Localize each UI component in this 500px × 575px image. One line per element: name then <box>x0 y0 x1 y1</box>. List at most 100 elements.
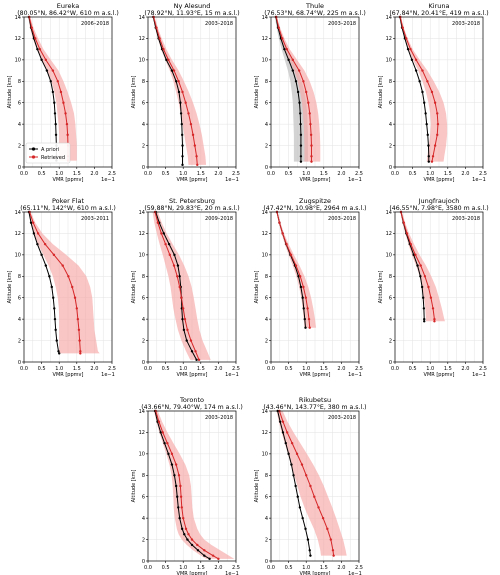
apriori-point <box>53 307 56 310</box>
period-label: 2003–2018 <box>328 415 356 421</box>
apriori-point <box>284 441 287 445</box>
x-tick-label: 1.0 <box>302 565 310 571</box>
retrieved-point <box>409 47 412 51</box>
retrieved-point <box>158 37 161 40</box>
chart-panel-thule: 0.0 0.5 1.0 1.5 2.0 2.5 0 2 4 6 8 10 12 14 Thule(76.53… <box>254 2 366 183</box>
y-tick-label: 6 <box>18 296 21 302</box>
retrieved-line <box>276 211 311 328</box>
x-tick-label: 0.0 <box>20 366 28 372</box>
retrieved-point <box>433 320 436 323</box>
retrieved-point <box>203 549 206 552</box>
x-scale-note: 1e−1 <box>348 177 362 183</box>
apriori-point <box>423 101 426 104</box>
retrieved-point <box>285 242 288 246</box>
chart-panel-rikubetsu: 0.0 0.5 1.0 1.5 2.0 2.5 0 2 4 6 8 10 12 14 Rikubetsu(4… <box>254 396 367 575</box>
x-tick-label: 2.0 <box>461 366 469 372</box>
y-tick-label: 10 <box>139 253 145 259</box>
retrieved-point <box>76 317 80 321</box>
y-tick-label: 12 <box>139 36 145 42</box>
y-tick-label: 10 <box>262 452 268 458</box>
apriori-point <box>416 264 419 267</box>
retrieved-point <box>317 506 320 509</box>
apriori-point <box>180 527 184 531</box>
y-tick-label: 0 <box>389 165 392 171</box>
x-tick-label: 2.5 <box>232 565 240 571</box>
apriori-point <box>167 242 171 246</box>
x-tick-label: 2.5 <box>355 366 363 372</box>
x-tick-label: 0.5 <box>285 565 293 571</box>
y-tick-label: 14 <box>15 15 21 21</box>
plot-frame <box>23 16 113 168</box>
chart-panel-st-petersburg: 0.0 0.5 1.0 1.5 2.0 2.5 0 2 4 6 8 10 12 14 St. Petersb… <box>131 197 240 378</box>
x-tick-label: 1.0 <box>302 171 310 177</box>
legend-apriori-label: A priori <box>41 147 59 153</box>
y-axis-label: Altitude [km] <box>254 470 260 503</box>
legend-box <box>25 142 71 164</box>
retrieved-point <box>67 275 70 278</box>
retrieved-point <box>309 133 313 137</box>
apriori-point <box>165 58 168 62</box>
apriori-point <box>299 160 303 163</box>
y-tick-label: 12 <box>139 231 145 237</box>
apriori-point <box>48 275 51 278</box>
retrieved-uncertainty-band <box>28 17 77 161</box>
apriori-point <box>190 543 194 547</box>
apriori-uncertainty-band <box>274 17 308 162</box>
retrieved-point <box>180 506 183 509</box>
retrieved-point <box>182 307 185 310</box>
apriori-point <box>170 69 174 72</box>
y-tick-label: 10 <box>139 58 145 64</box>
y-tick-label: 10 <box>386 58 392 64</box>
retrieved-point <box>183 317 187 321</box>
retrieved-point <box>305 90 308 94</box>
period-label: 2006–2018 <box>81 21 109 27</box>
apriori-point <box>54 122 57 126</box>
chart-panel-ny-alesund: 0.0 0.5 1.0 1.5 2.0 2.5 0 2 4 6 8 10 12 14 Ny Alesund(… <box>131 2 240 183</box>
apriori-point <box>410 58 414 62</box>
legend-retrieved-label: Retrieved <box>41 155 65 161</box>
y-axis-label: Altitude [km] <box>131 76 137 109</box>
apriori-point <box>190 350 194 353</box>
y-tick-label: 6 <box>265 296 268 302</box>
apriori-point <box>414 69 418 72</box>
apriori-point <box>55 339 58 342</box>
x-tick-label: 0.5 <box>38 171 46 177</box>
y-tick-label: 12 <box>15 36 21 42</box>
retrieved-point <box>419 264 422 267</box>
apriori-point <box>174 484 178 488</box>
x-axis-label: VMR [ppmv] <box>177 177 208 183</box>
y-tick-label: 6 <box>265 495 268 501</box>
apriori-point <box>186 538 189 541</box>
x-scale-note: 1e−1 <box>101 372 115 378</box>
y-tick-label: 6 <box>18 101 21 107</box>
retrieved-point <box>308 326 311 329</box>
x-tick-label: 1.0 <box>55 366 63 372</box>
retrieved-point <box>77 328 81 332</box>
x-axis-label: VMR [ppmv] <box>53 372 84 378</box>
y-tick-label: 14 <box>262 210 268 216</box>
retrieved-point <box>217 557 220 561</box>
apriori-point <box>421 90 424 94</box>
x-tick-label: 0.5 <box>162 565 170 571</box>
y-tick-label: 12 <box>139 430 145 436</box>
x-tick-label: 1.5 <box>444 366 452 372</box>
x-scale-note: 1e−1 <box>225 177 239 183</box>
apriori-point <box>306 538 310 541</box>
x-tick-label: 2.0 <box>337 171 345 177</box>
y-tick-label: 2 <box>265 338 268 344</box>
panel-subtitle: (43.46°N, 143.77°E, 380 m a.s.l.) <box>263 403 366 411</box>
plot-frame <box>394 16 484 168</box>
apriori-point <box>427 160 430 163</box>
y-tick-label: 2 <box>18 143 21 149</box>
retrieved-point <box>61 264 64 267</box>
panel-title: Toronto <box>179 396 204 404</box>
period-label: 2003–2018 <box>452 21 480 27</box>
x-tick-label: 2.5 <box>479 171 487 177</box>
retrieved-point <box>332 554 335 557</box>
retrieved-point <box>310 160 313 163</box>
y-tick-label: 10 <box>15 58 21 64</box>
retrieved-point <box>281 232 284 235</box>
apriori-point <box>425 122 428 126</box>
y-axis-label: Altitude [km] <box>378 76 384 109</box>
